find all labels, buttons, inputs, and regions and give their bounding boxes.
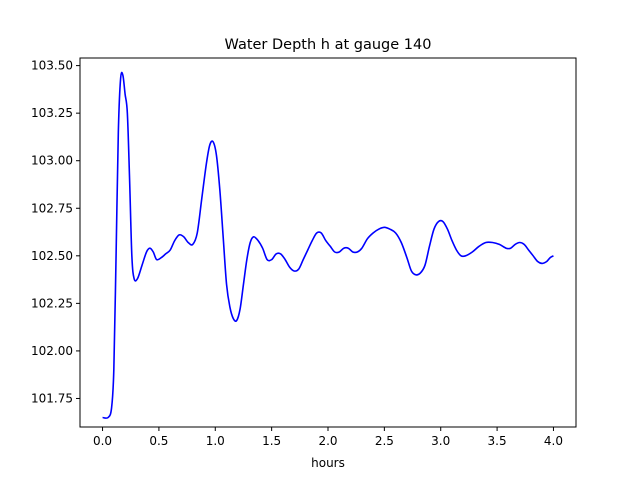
y-tick-label: 102.00 [31,344,73,358]
y-tick-label: 102.25 [31,296,73,310]
chart-title: Water Depth h at gauge 140 [225,37,432,53]
x-tick-label: 1.5 [262,434,281,448]
y-tick-label: 103.00 [31,154,73,168]
x-tick-label: 2.5 [375,434,394,448]
x-tick-label: 0.5 [149,434,168,448]
series-line [102,71,554,419]
axes-frame [79,57,577,428]
x-axis-label: hours [311,456,345,470]
x-tick-label: 3.0 [431,434,450,448]
y-tick-label: 103.50 [31,59,73,73]
x-tick-label: 4.0 [544,434,563,448]
x-tick-label: 3.5 [488,434,507,448]
plot-area [102,71,554,419]
x-axis: 0.0 0.5 1.0 1.5 2.0 2.5 3.0 3.5 4.0 [93,427,563,448]
y-tick-label: 103.25 [31,106,73,120]
y-tick-label: 101.75 [31,391,73,405]
y-tick-label: 102.75 [31,201,73,215]
x-tick-label: 2.0 [318,434,337,448]
y-tick-label: 102.50 [31,249,73,263]
x-tick-label: 0.0 [93,434,112,448]
y-axis: 101.75 102.00 102.25 102.50 102.75 103.00 103.… [31,59,80,405]
x-tick-label: 1.0 [206,434,225,448]
